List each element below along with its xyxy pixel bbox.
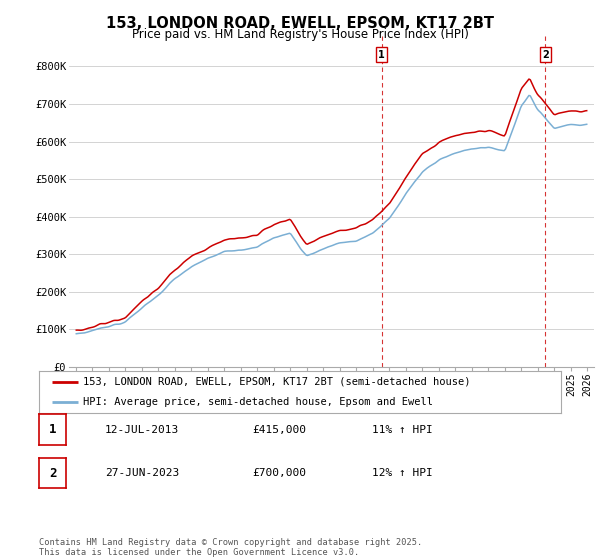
- Text: 27-JUN-2023: 27-JUN-2023: [105, 468, 179, 478]
- Text: £415,000: £415,000: [252, 424, 306, 435]
- Text: Contains HM Land Registry data © Crown copyright and database right 2025.
This d: Contains HM Land Registry data © Crown c…: [39, 538, 422, 557]
- Text: 1: 1: [379, 50, 385, 59]
- Text: 2: 2: [542, 50, 549, 59]
- Text: 12% ↑ HPI: 12% ↑ HPI: [372, 468, 433, 478]
- Text: 12-JUL-2013: 12-JUL-2013: [105, 424, 179, 435]
- Text: 11% ↑ HPI: 11% ↑ HPI: [372, 424, 433, 435]
- Text: 1: 1: [49, 423, 56, 436]
- Text: 153, LONDON ROAD, EWELL, EPSOM, KT17 2BT: 153, LONDON ROAD, EWELL, EPSOM, KT17 2BT: [106, 16, 494, 31]
- Text: £700,000: £700,000: [252, 468, 306, 478]
- Text: HPI: Average price, semi-detached house, Epsom and Ewell: HPI: Average price, semi-detached house,…: [83, 396, 433, 407]
- Text: 2: 2: [49, 466, 56, 480]
- Text: 153, LONDON ROAD, EWELL, EPSOM, KT17 2BT (semi-detached house): 153, LONDON ROAD, EWELL, EPSOM, KT17 2BT…: [83, 377, 471, 387]
- Text: Price paid vs. HM Land Registry's House Price Index (HPI): Price paid vs. HM Land Registry's House …: [131, 28, 469, 41]
